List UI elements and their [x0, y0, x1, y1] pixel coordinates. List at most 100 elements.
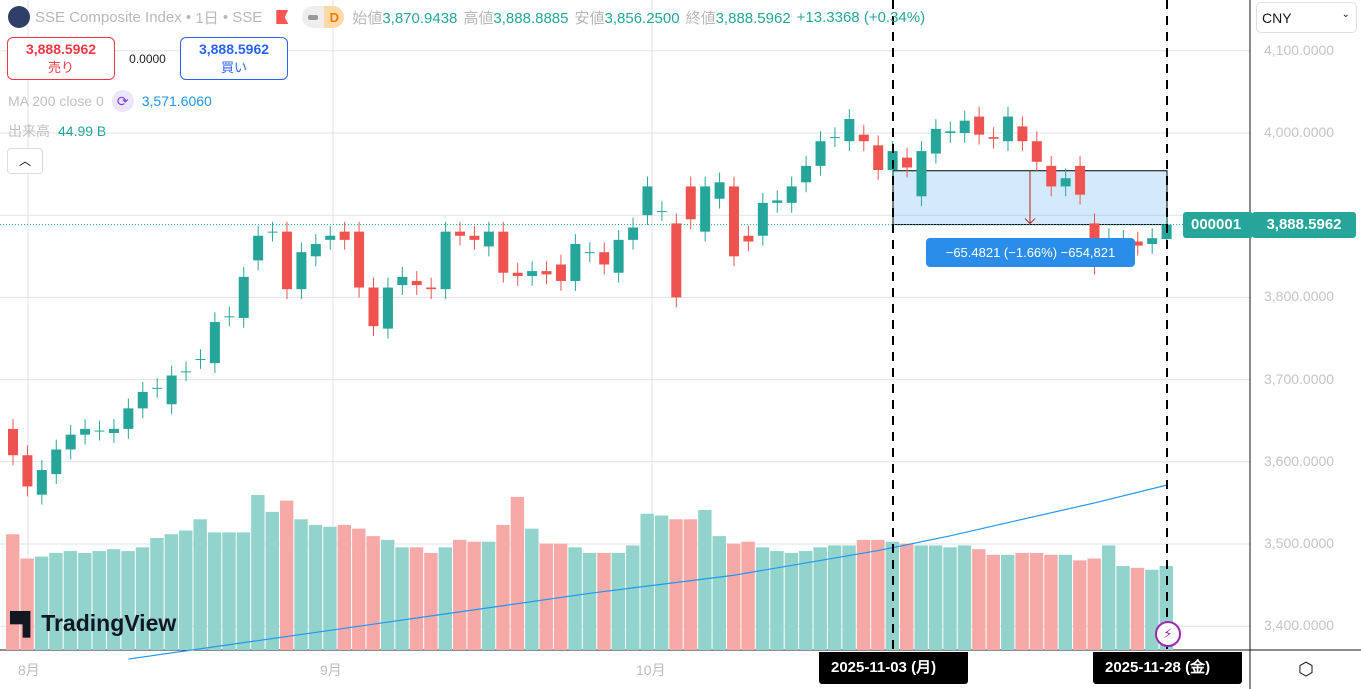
candle — [1017, 116, 1028, 152]
volume-bar — [265, 511, 279, 650]
volume-bar — [1015, 552, 1029, 650]
volume-bar — [294, 519, 308, 650]
sell-price: 3,888.5962 — [25, 41, 97, 57]
collapse-legend-button[interactable]: ︿ — [7, 148, 43, 174]
lightning-icon[interactable]: ⚡ — [1155, 621, 1181, 647]
volume-bar — [582, 552, 597, 650]
brand-name: TradingView — [41, 610, 177, 636]
measure-label: −65.4821 (−1.66%) −654,821 — [926, 238, 1135, 267]
volume-bar — [121, 551, 135, 650]
candle — [628, 217, 639, 250]
candle — [209, 312, 220, 374]
candle — [455, 221, 466, 246]
volume-bar — [20, 558, 34, 650]
candle — [253, 225, 264, 271]
volume-bar — [553, 543, 568, 650]
flag-icon[interactable] — [276, 10, 289, 24]
market-status-pill[interactable]: D — [302, 6, 345, 28]
volume-bar — [900, 543, 914, 650]
sell-button[interactable]: 3,888.5962 売り — [7, 37, 115, 80]
candle — [1147, 228, 1158, 254]
volume-bar — [1101, 545, 1116, 650]
volume-value: 44.99 B — [58, 123, 107, 139]
interval-badge: D — [324, 6, 345, 28]
candle — [930, 119, 941, 164]
candle — [123, 398, 134, 439]
candle — [527, 261, 538, 286]
trade-panel: 3,888.5962 売り 0.0000 3,888.5962 買い — [7, 37, 288, 80]
buy-button[interactable]: 3,888.5962 買い — [180, 37, 288, 80]
candle — [541, 261, 552, 285]
volume-bar — [207, 532, 222, 650]
symbol-title[interactable]: SSE Composite Index — [35, 8, 182, 26]
price-axis-label: 3,800.0000 — [1264, 288, 1335, 305]
ma200-line — [128, 484, 1167, 660]
volume-bar — [193, 519, 207, 650]
volume-bar — [352, 528, 366, 650]
candle — [224, 306, 235, 327]
volume-bar — [871, 539, 885, 650]
candle — [382, 277, 393, 339]
volume-bar — [683, 519, 698, 650]
candle — [584, 242, 595, 263]
candle — [8, 419, 18, 466]
currency-value: CNY — [1262, 10, 1292, 26]
candle — [51, 439, 62, 484]
volume-bar — [712, 536, 726, 650]
volume-bar — [972, 549, 986, 650]
crosshair-date-end: 2025-11-28 (金) — [1093, 652, 1242, 684]
candle — [685, 176, 696, 230]
settings-icon[interactable]: ⬡ — [1298, 659, 1314, 679]
volume-bar — [1000, 554, 1015, 650]
volume-bar — [164, 534, 179, 650]
symbol-tag: 000001 — [1183, 212, 1253, 238]
candle — [1031, 131, 1042, 172]
candle — [339, 221, 350, 250]
candle — [1075, 156, 1086, 205]
ma-legend[interactable]: MA 200 close 0 ⟳ 3,571.6060 — [8, 90, 212, 112]
ohlc-value: 3,870.9438 — [382, 9, 458, 27]
interval[interactable]: 1日 — [195, 9, 219, 27]
candle — [873, 135, 884, 180]
volume-label: 出来高 — [8, 123, 50, 139]
candle — [1132, 231, 1143, 256]
candle — [397, 266, 408, 295]
volume-bar — [409, 547, 424, 650]
candle — [613, 229, 624, 283]
volume-bar — [395, 547, 409, 650]
volume-bar — [827, 545, 842, 650]
volume-bar — [842, 545, 856, 650]
volume-bar — [467, 541, 481, 650]
candle — [65, 424, 76, 460]
volume-bar — [63, 551, 78, 650]
candle — [599, 242, 610, 275]
volume-bar — [1130, 567, 1145, 650]
volume-bar — [755, 547, 770, 650]
tradingview-logo[interactable]: ▀▌ TradingView — [10, 610, 176, 637]
candle — [1046, 156, 1057, 197]
volume-bar — [928, 545, 943, 650]
refresh-icon[interactable]: ⟳ — [111, 90, 134, 112]
ohlc-value: 3,856.2500 — [604, 9, 680, 27]
volume-bar — [453, 539, 467, 650]
volume-bar — [727, 543, 741, 650]
volume-bar — [1058, 554, 1073, 650]
candle — [959, 110, 970, 143]
volume-legend[interactable]: 出来高 44.99 B — [8, 121, 106, 141]
candle — [858, 124, 869, 152]
candle — [281, 221, 292, 300]
candle — [36, 460, 47, 505]
candle — [354, 221, 365, 298]
candle — [916, 141, 927, 207]
candle — [181, 361, 192, 382]
volume-bar — [597, 552, 611, 650]
candle — [945, 121, 956, 143]
candle — [483, 221, 494, 257]
volume-bar — [1073, 560, 1087, 650]
currency-select[interactable]: CNY ⌄ — [1256, 2, 1357, 33]
volume-bar — [943, 547, 957, 650]
volume-bar — [251, 495, 265, 650]
candle — [844, 109, 855, 152]
candle — [296, 242, 307, 300]
candle — [498, 221, 509, 283]
